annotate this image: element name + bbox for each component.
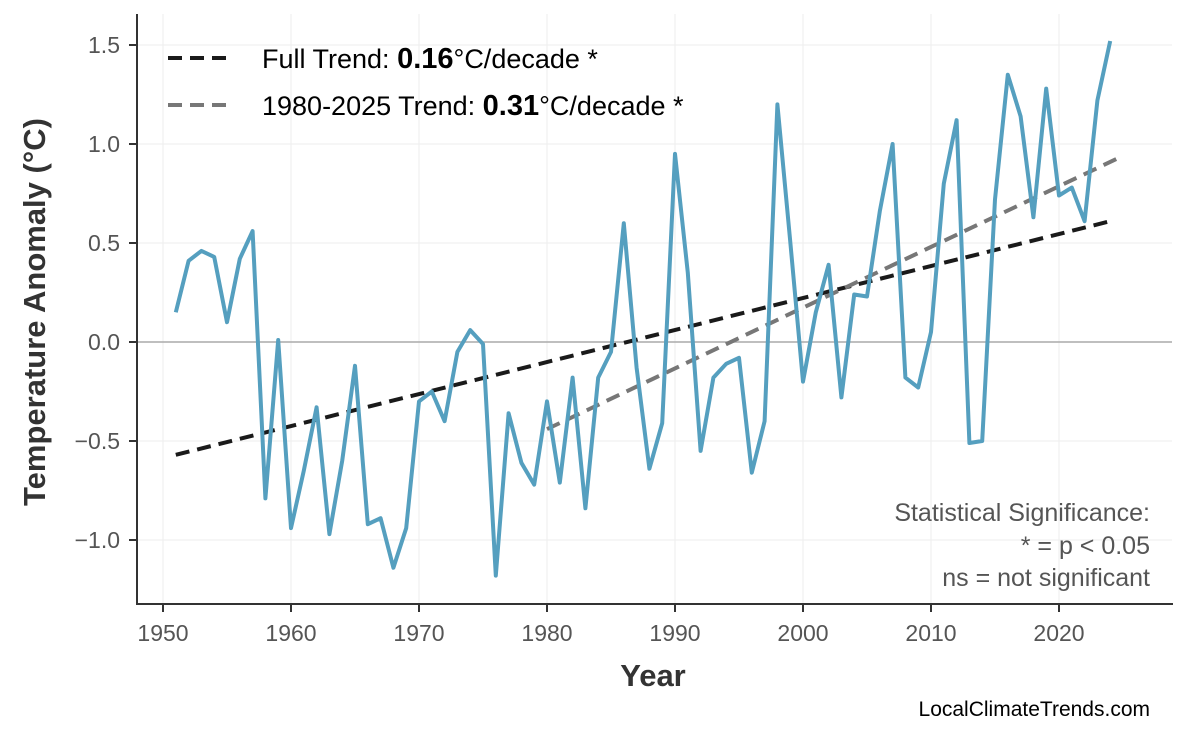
y-tick-label: 1.0 bbox=[88, 131, 120, 157]
significance-note: Statistical Significance: * = p < 0.05 n… bbox=[894, 499, 1150, 592]
trend-lines bbox=[175, 154, 1124, 457]
y-tick-label: −0.5 bbox=[75, 428, 120, 454]
significance-note-line: * = p < 0.05 bbox=[1021, 532, 1150, 560]
x-tick-label: 1950 bbox=[137, 620, 188, 646]
trend-line bbox=[175, 219, 1111, 457]
legend-rate: 0.16 bbox=[397, 43, 453, 75]
x-ticks: 1950 1960 1970 1980 1990 2000 2010 2020 bbox=[137, 604, 1085, 646]
legend-label: Full Trend: bbox=[262, 44, 397, 74]
legend-unit: °C/decade * bbox=[454, 44, 599, 74]
y-tick-label: 1.5 bbox=[88, 32, 120, 58]
y-tick-label: 0.5 bbox=[88, 230, 120, 256]
x-tick-label: 1970 bbox=[393, 620, 444, 646]
x-tick-label: 2010 bbox=[905, 620, 956, 646]
legend-entry: Full Trend: 0.16°C/decade * bbox=[262, 43, 598, 75]
x-axis-label: Year bbox=[620, 658, 686, 693]
legend-rate: 0.31 bbox=[483, 90, 539, 122]
x-tick-label: 1990 bbox=[649, 620, 700, 646]
y-ticks: −1.0 −0.5 0.0 0.5 1.0 1.5 bbox=[75, 32, 137, 553]
legend: Full Trend: 0.16°C/decade *1980-2025 Tre… bbox=[168, 43, 684, 122]
legend-label: 1980-2025 Trend: bbox=[262, 91, 483, 121]
series-line-temperature-anomaly bbox=[173, 40, 1113, 578]
x-tick-label: 2020 bbox=[1033, 620, 1084, 646]
y-tick-label: 0.0 bbox=[88, 329, 120, 355]
significance-note-line: ns = not significant bbox=[942, 564, 1150, 592]
legend-unit: °C/decade * bbox=[539, 91, 684, 121]
trend-line bbox=[546, 154, 1124, 431]
y-tick-label: −1.0 bbox=[75, 527, 120, 553]
y-axis-label: Temperature Anomaly (°C) bbox=[17, 118, 52, 506]
watermark: LocalClimateTrends.com bbox=[919, 698, 1150, 721]
significance-note-line: Statistical Significance: bbox=[894, 499, 1150, 527]
x-tick-label: 1960 bbox=[265, 620, 316, 646]
x-tick-label: 2000 bbox=[777, 620, 828, 646]
legend-entry: 1980-2025 Trend: 0.31°C/decade * bbox=[262, 90, 684, 122]
grid bbox=[137, 14, 1172, 604]
x-tick-label: 1980 bbox=[521, 620, 572, 646]
